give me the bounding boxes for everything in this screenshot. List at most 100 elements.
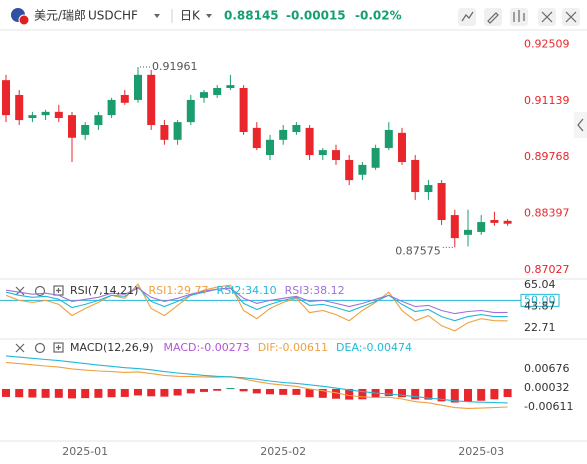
macd-bar (332, 388, 340, 399)
tick-badge (520, 293, 560, 307)
candle-body (41, 111, 50, 116)
rsi-settings[interactable] (34, 285, 46, 297)
macd-toggle[interactable] (53, 342, 64, 353)
candle-body (226, 85, 235, 88)
candle-body (292, 125, 301, 132)
candle-body (332, 150, 340, 160)
indicator-line (5, 355, 508, 404)
macd-close[interactable] (15, 343, 25, 353)
rsi-close[interactable] (15, 286, 25, 296)
legend-entry: DIF:-0.00611 (258, 341, 328, 354)
candle-body (424, 185, 433, 193)
candle-body (200, 92, 208, 98)
y-tick-label: 0.91139 (524, 94, 570, 107)
candle-body (398, 132, 406, 163)
macd-bar (318, 388, 327, 398)
min-label: 0.87575 (395, 244, 441, 257)
candle-body (464, 229, 472, 235)
y-tick-label: 50.00 (524, 293, 556, 306)
expand-button[interactable] (574, 112, 587, 138)
y-tick-label: 65.04 (524, 278, 556, 291)
period-dropdown[interactable] (206, 14, 212, 18)
tool-indicator[interactable] (458, 8, 476, 26)
tool-settings[interactable] (562, 8, 580, 26)
macd-bar (358, 388, 367, 400)
y-tick-label: 0.00032 (524, 381, 570, 394)
price: 0.88145 (224, 9, 279, 23)
x-tick-label: 2025-02 (260, 445, 306, 458)
indicator-line (5, 286, 508, 322)
tool-type[interactable] (510, 8, 528, 26)
macd-bar (450, 388, 459, 403)
macd-bar (384, 388, 393, 397)
candle-body (15, 94, 24, 121)
macd-bar (94, 388, 103, 398)
legend-entry: MACD:-0.00273 (164, 341, 250, 354)
candle-body (186, 99, 195, 123)
macd-bar (160, 388, 169, 397)
candle-body (81, 125, 90, 135)
candle-body (371, 148, 380, 168)
macd-bar (490, 388, 499, 400)
macd-bar (107, 388, 116, 398)
y-tick-label: 0.88397 (524, 207, 570, 220)
candle-body (477, 222, 486, 232)
candle-body (437, 182, 446, 221)
candle-body (28, 115, 37, 119)
candle-body (358, 164, 367, 175)
change-percent: -0.02% (355, 9, 402, 23)
candle-body (147, 74, 156, 126)
indicator-line (5, 283, 508, 332)
macd-bar (147, 388, 156, 397)
macd-bar (398, 388, 406, 398)
period[interactable]: 日K (180, 9, 201, 23)
macd-bar (279, 388, 288, 395)
legend-entry: RSI1:29.77 (148, 284, 208, 297)
y-tick-label: 22.71 (524, 321, 556, 334)
flag-icon (11, 8, 30, 26)
candle-body (384, 129, 393, 149)
legend-entry: DEA:-0.00474 (336, 341, 412, 354)
candle-body (252, 127, 261, 149)
change: -0.00015 (286, 9, 346, 23)
candle-body (2, 80, 10, 116)
macd-bar (252, 388, 261, 394)
tool-fullscreen[interactable] (538, 8, 556, 26)
candle-body (305, 127, 314, 156)
tool-draw[interactable] (484, 8, 502, 26)
symbol[interactable]: USDCHF (88, 9, 138, 23)
candle-body (134, 74, 142, 100)
macd-bar (68, 388, 76, 399)
candle-body (160, 125, 169, 140)
x-tick-label: 2025-01 (62, 445, 108, 458)
y-tick-label: -0.00611 (524, 400, 573, 413)
legend-entry: RSI2:34.10 (217, 284, 277, 297)
candle-body (213, 87, 222, 95)
candle-body (68, 115, 76, 138)
candle-body (239, 87, 248, 132)
macd-bar (477, 388, 486, 401)
macd-bar (464, 388, 472, 402)
candle-body (411, 159, 420, 193)
macd-bar (120, 388, 129, 397)
macd-settings[interactable] (34, 342, 46, 354)
y-tick-label: 0.87027 (524, 263, 570, 276)
macd-bar (239, 388, 248, 392)
max-label: 0.91961 (152, 60, 198, 73)
indicator-line (5, 361, 508, 409)
y-tick-label: 0.92509 (524, 37, 570, 50)
candle-body (490, 220, 499, 223)
macd-bar (226, 388, 235, 390)
candle-body (94, 115, 103, 126)
x-tick-label: 2025-03 (458, 445, 504, 458)
y-tick-label: 0.00676 (524, 362, 570, 375)
macd-bar (305, 388, 314, 398)
symbol-dropdown[interactable] (154, 14, 160, 18)
macd-bar (134, 388, 142, 396)
y-tick-label: 43.87 (524, 300, 556, 313)
pair-name: 美元/瑞郎 (34, 9, 86, 23)
macd-bar (266, 388, 274, 395)
macd-bar (186, 388, 195, 394)
